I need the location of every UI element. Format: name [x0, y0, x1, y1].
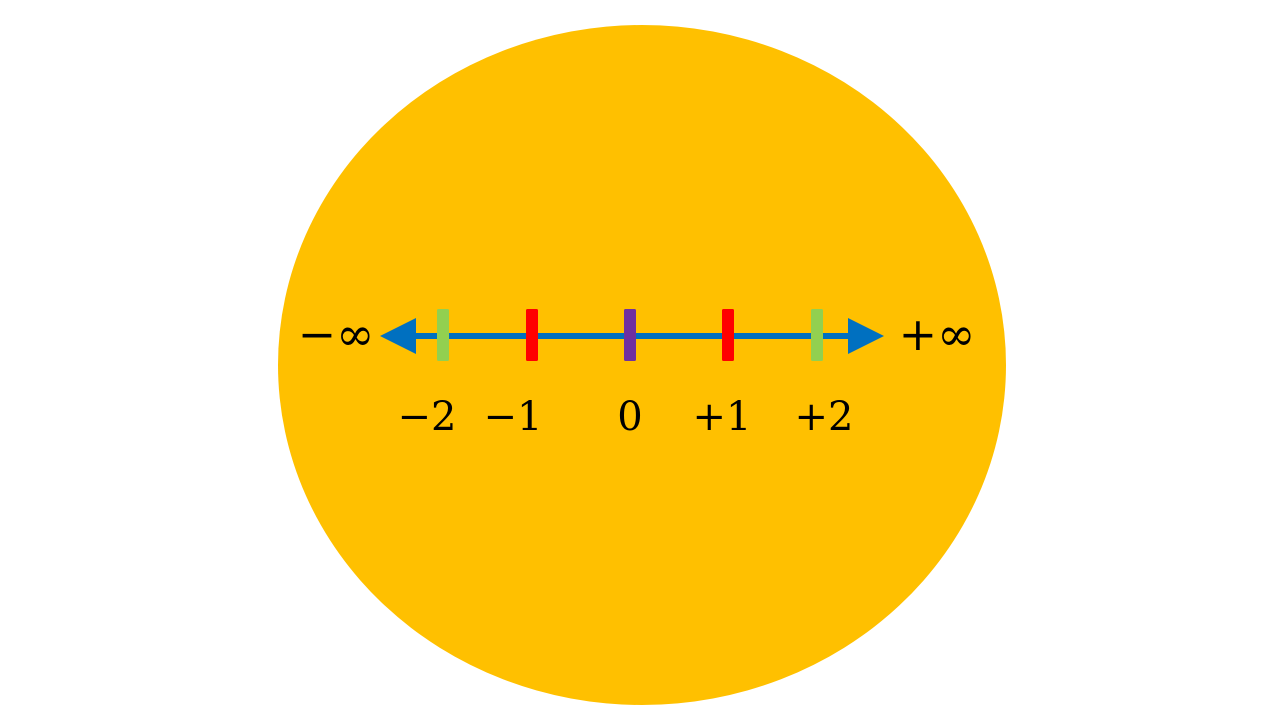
tick-minus-1 [526, 309, 538, 361]
yellow-disk [278, 25, 1006, 705]
tick-marks [437, 309, 823, 361]
tick-label-plus-1: +1 [693, 394, 752, 440]
tick-label-minus-1: −1 [484, 394, 543, 440]
tick-plus-2 [811, 309, 823, 361]
positive-infinity-label: +∞ [899, 307, 976, 361]
tick-label-minus-2: −2 [398, 394, 457, 440]
tick-plus-1 [722, 309, 734, 361]
tick-labels: −2 −1 0 +1 +2 [398, 394, 854, 440]
tick-zero [624, 309, 636, 361]
negative-infinity-label: −∞ [298, 307, 375, 361]
tick-label-plus-2: +2 [795, 394, 854, 440]
tick-label-zero: 0 [617, 394, 642, 440]
tick-minus-2 [437, 309, 449, 361]
